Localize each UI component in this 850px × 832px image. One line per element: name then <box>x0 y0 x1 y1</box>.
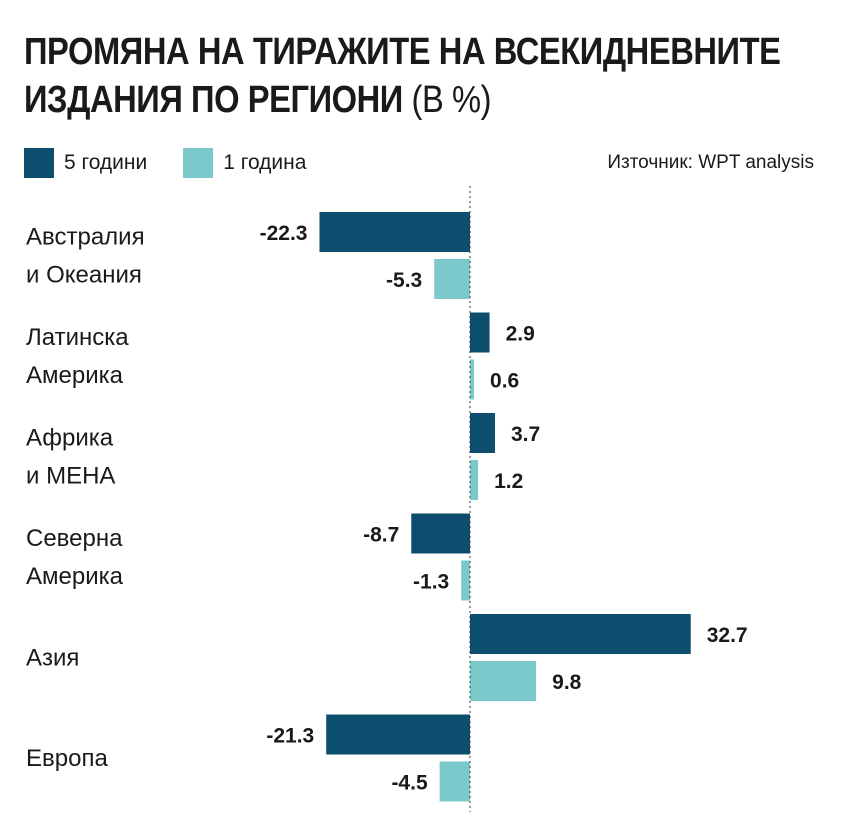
category-label: Азия <box>26 645 79 672</box>
source-note: Източник: WPT analysis <box>607 152 814 173</box>
value-label-1-year: -4.5 <box>391 772 428 795</box>
title-line-2-bold: ИЗДАНИЯ ПО РЕГИОНИ <box>24 79 403 121</box>
chart-title: ПРОМЯНА НА ТИРАЖИТЕ НА ВСЕКИДНЕВНИТЕ ИЗД… <box>24 28 781 124</box>
bar-1-year <box>470 661 537 701</box>
value-label-5-years: -8.7 <box>363 524 399 547</box>
value-label-5-years: -22.3 <box>260 222 308 245</box>
bar-5-years <box>470 413 495 453</box>
legend-swatch-1-year <box>183 148 214 178</box>
value-label-1-year: 1.2 <box>494 470 523 493</box>
legend-swatch-5-years <box>24 148 54 178</box>
value-label-5-years: 3.7 <box>511 423 540 446</box>
category-label: Австралия <box>26 224 145 251</box>
value-label-1-year: 0.6 <box>490 370 519 393</box>
bar-1-year <box>434 259 470 299</box>
category-label: Америка <box>26 362 124 389</box>
bar-1-year <box>461 560 470 601</box>
bar-5-years <box>326 714 470 755</box>
value-label-1-year: -5.3 <box>386 269 422 292</box>
category-label: Северна <box>26 525 123 552</box>
title-line-2: ИЗДАНИЯ ПО РЕГИОНИ (В %) <box>24 76 712 124</box>
value-label-1-year: 9.8 <box>552 671 582 694</box>
bar-5-years <box>470 312 490 353</box>
value-label-1-year: -1.3 <box>413 571 449 594</box>
category-label: Америка <box>26 563 124 590</box>
value-label-5-years: 2.9 <box>506 323 535 346</box>
legend-label-5-years: 5 години <box>64 151 148 174</box>
bar-1-year <box>470 460 479 500</box>
legend: 5 години 1 година <box>24 148 342 178</box>
title-line-1: ПРОМЯНА НА ТИРАЖИТЕ НА ВСЕКИДНЕВНИТЕ <box>24 31 781 73</box>
bar-5-years <box>319 212 470 252</box>
category-label: Латинска <box>26 324 129 351</box>
bar-1-year <box>439 761 470 802</box>
bar-5-years <box>411 513 470 554</box>
value-label-5-years: -21.3 <box>266 725 314 748</box>
category-label: и МЕНА <box>26 463 115 490</box>
value-label-5-years: 32.7 <box>707 624 748 647</box>
bar-5-years <box>470 614 691 654</box>
title-unit: (В %) <box>402 79 492 121</box>
category-label: Африка <box>26 425 114 452</box>
category-label: и Океания <box>26 262 142 289</box>
category-label: Европа <box>26 745 108 772</box>
legend-label-1-year: 1 година <box>223 151 307 174</box>
bar-1-year <box>470 359 475 400</box>
